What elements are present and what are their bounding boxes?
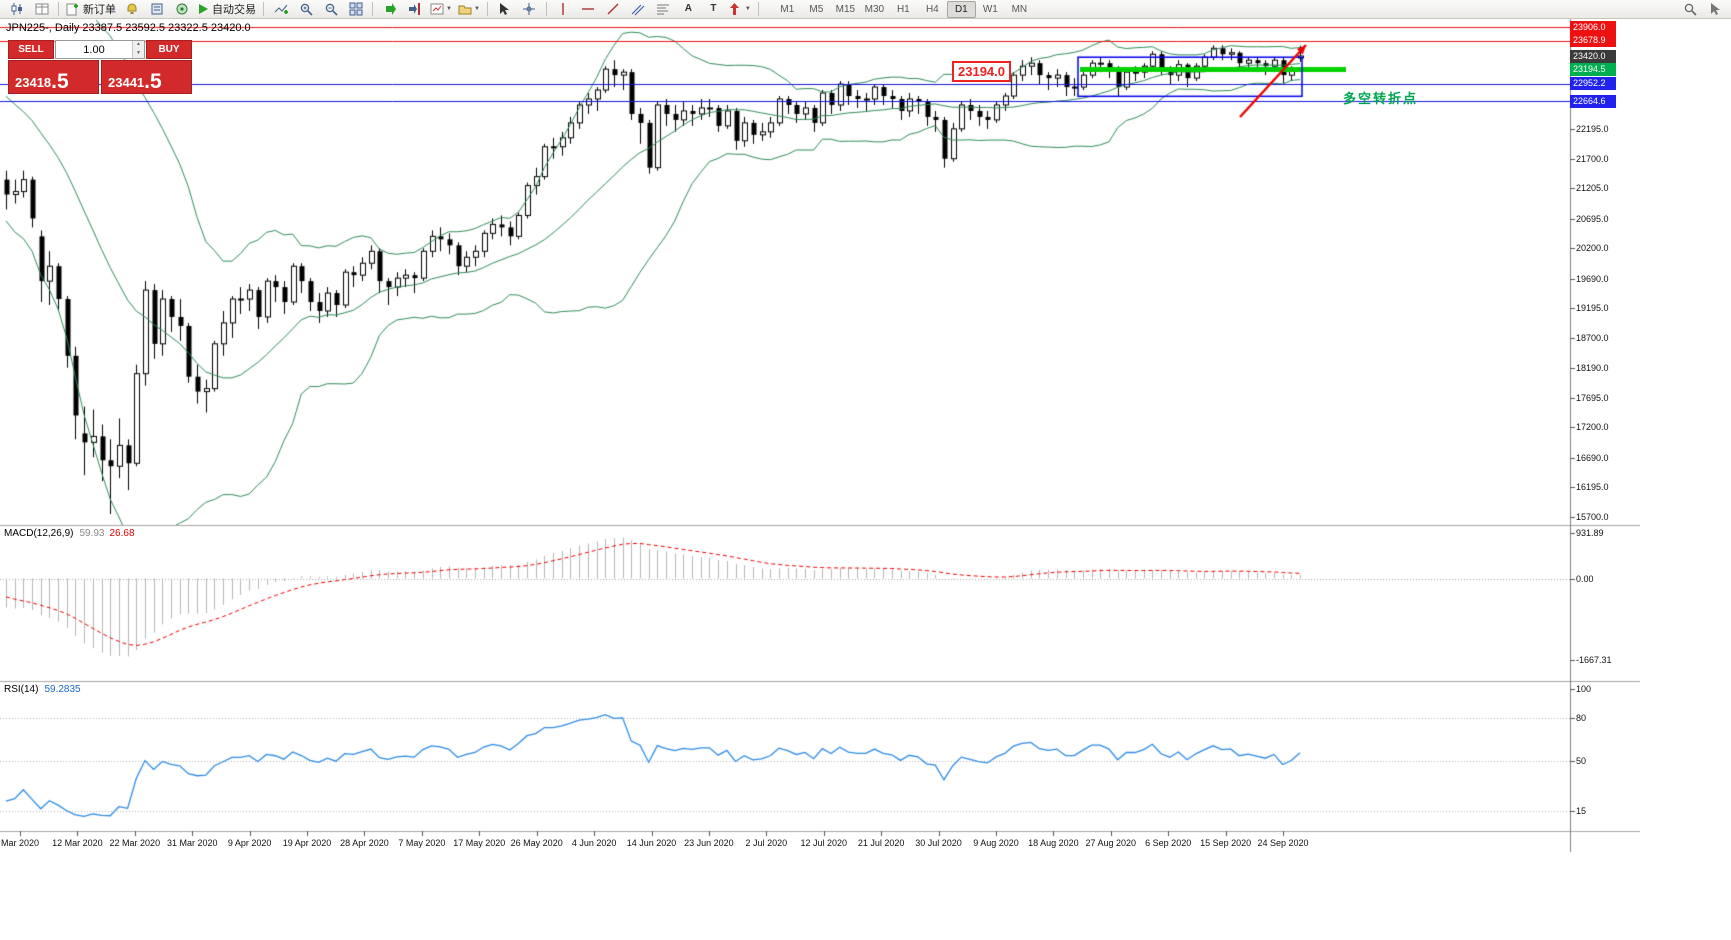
volume-down-icon[interactable]: ▼: [133, 49, 144, 58]
expert-advisor-icon[interactable]: [169, 0, 194, 19]
volume-spinner: ▲ ▼: [132, 41, 144, 58]
buy-price-main: 23441: [108, 75, 145, 91]
timeframe-button-m30[interactable]: M30: [864, 3, 885, 15]
chart-shift-icon[interactable]: [402, 0, 427, 19]
arrows-icon[interactable]: ▼: [726, 0, 754, 19]
tile-windows-icon[interactable]: [343, 0, 368, 19]
sell-price[interactable]: 23418.5: [8, 60, 99, 94]
new-order-label: 新订单: [83, 4, 116, 16]
new-chart-icon[interactable]: ▼: [427, 0, 455, 19]
toolbar-separator: [545, 2, 547, 16]
data-window-icon[interactable]: [1677, 0, 1702, 19]
timeframe-button-m15[interactable]: M15: [835, 3, 856, 15]
indicators-add-icon[interactable]: [268, 0, 293, 19]
sell-button[interactable]: SELL: [8, 40, 54, 59]
cursor-icon[interactable]: [492, 0, 517, 19]
timeframe-button-h1[interactable]: H1: [896, 3, 910, 15]
one-click-trading-widget: SELL ▲ ▼ BUY 23418.5 23441.5: [8, 40, 192, 94]
text-tool-glyph: A: [684, 3, 693, 14]
autoscroll-icon: [377, 0, 402, 19]
timeframe-button-h4[interactable]: H4: [925, 3, 939, 15]
toolbar-separator: [757, 2, 759, 16]
buy-price-frac: .5: [144, 70, 162, 94]
new-order-button[interactable]: 新订单: [63, 0, 119, 19]
fibonacci-icon[interactable]: [651, 0, 676, 19]
alert-icon[interactable]: [119, 0, 144, 19]
sell-price-main: 23418: [15, 75, 52, 91]
buy-price[interactable]: 23441.5: [101, 60, 192, 94]
timeframe-button-w1[interactable]: W1: [982, 3, 998, 15]
timeframe-group: M1 M5 M15 M30 H1 H4 D1 W1 MN: [773, 0, 1034, 18]
label-icon[interactable]: T: [701, 0, 726, 19]
toolbar-separator: [372, 2, 373, 16]
chevron-down-icon: ▼: [446, 6, 452, 12]
autotrading-label: 自动交易: [212, 4, 256, 16]
timeframe-button-m1[interactable]: M1: [780, 3, 795, 15]
timeframe-button-d1[interactable]: D1: [946, 0, 976, 18]
crosshair-icon[interactable]: [517, 0, 542, 19]
toolbar-separator: [486, 2, 488, 16]
trendline-icon[interactable]: [601, 0, 626, 19]
timeframe-button-m5[interactable]: M5: [809, 3, 824, 15]
sell-price-frac: .5: [51, 70, 69, 94]
pointer-tool-icon[interactable]: [1702, 0, 1727, 19]
timeframe-button-mn[interactable]: MN: [1011, 3, 1028, 15]
zoom-in-icon[interactable]: [293, 0, 318, 19]
autotrading-button[interactable]: 自动交易: [194, 0, 259, 19]
zoom-out-icon[interactable]: [318, 0, 343, 19]
main-toolbar: 新订单 自动交易 ▼ ▼: [0, 0, 1731, 19]
chevron-down-icon: ▼: [744, 6, 751, 12]
volume-input[interactable]: [56, 41, 132, 58]
horizontal-line-icon[interactable]: [576, 0, 601, 19]
volume-up-icon[interactable]: ▲: [133, 41, 144, 50]
volume-field: ▲ ▼: [55, 40, 145, 59]
text-icon[interactable]: A: [676, 0, 701, 19]
label-tool-glyph: T: [710, 3, 717, 14]
script-icon[interactable]: [144, 0, 169, 19]
toolbar-separator: [58, 2, 59, 16]
buy-button[interactable]: BUY: [146, 40, 192, 59]
toolbar-separator: [263, 2, 264, 16]
profiles-icon[interactable]: ▼: [455, 0, 483, 19]
channel-icon[interactable]: [626, 0, 651, 19]
chart-window-icon[interactable]: [4, 0, 29, 19]
vertical-line-icon[interactable]: [551, 0, 576, 19]
chevron-down-icon: ▼: [473, 6, 480, 12]
market-watch-icon[interactable]: [29, 0, 54, 19]
